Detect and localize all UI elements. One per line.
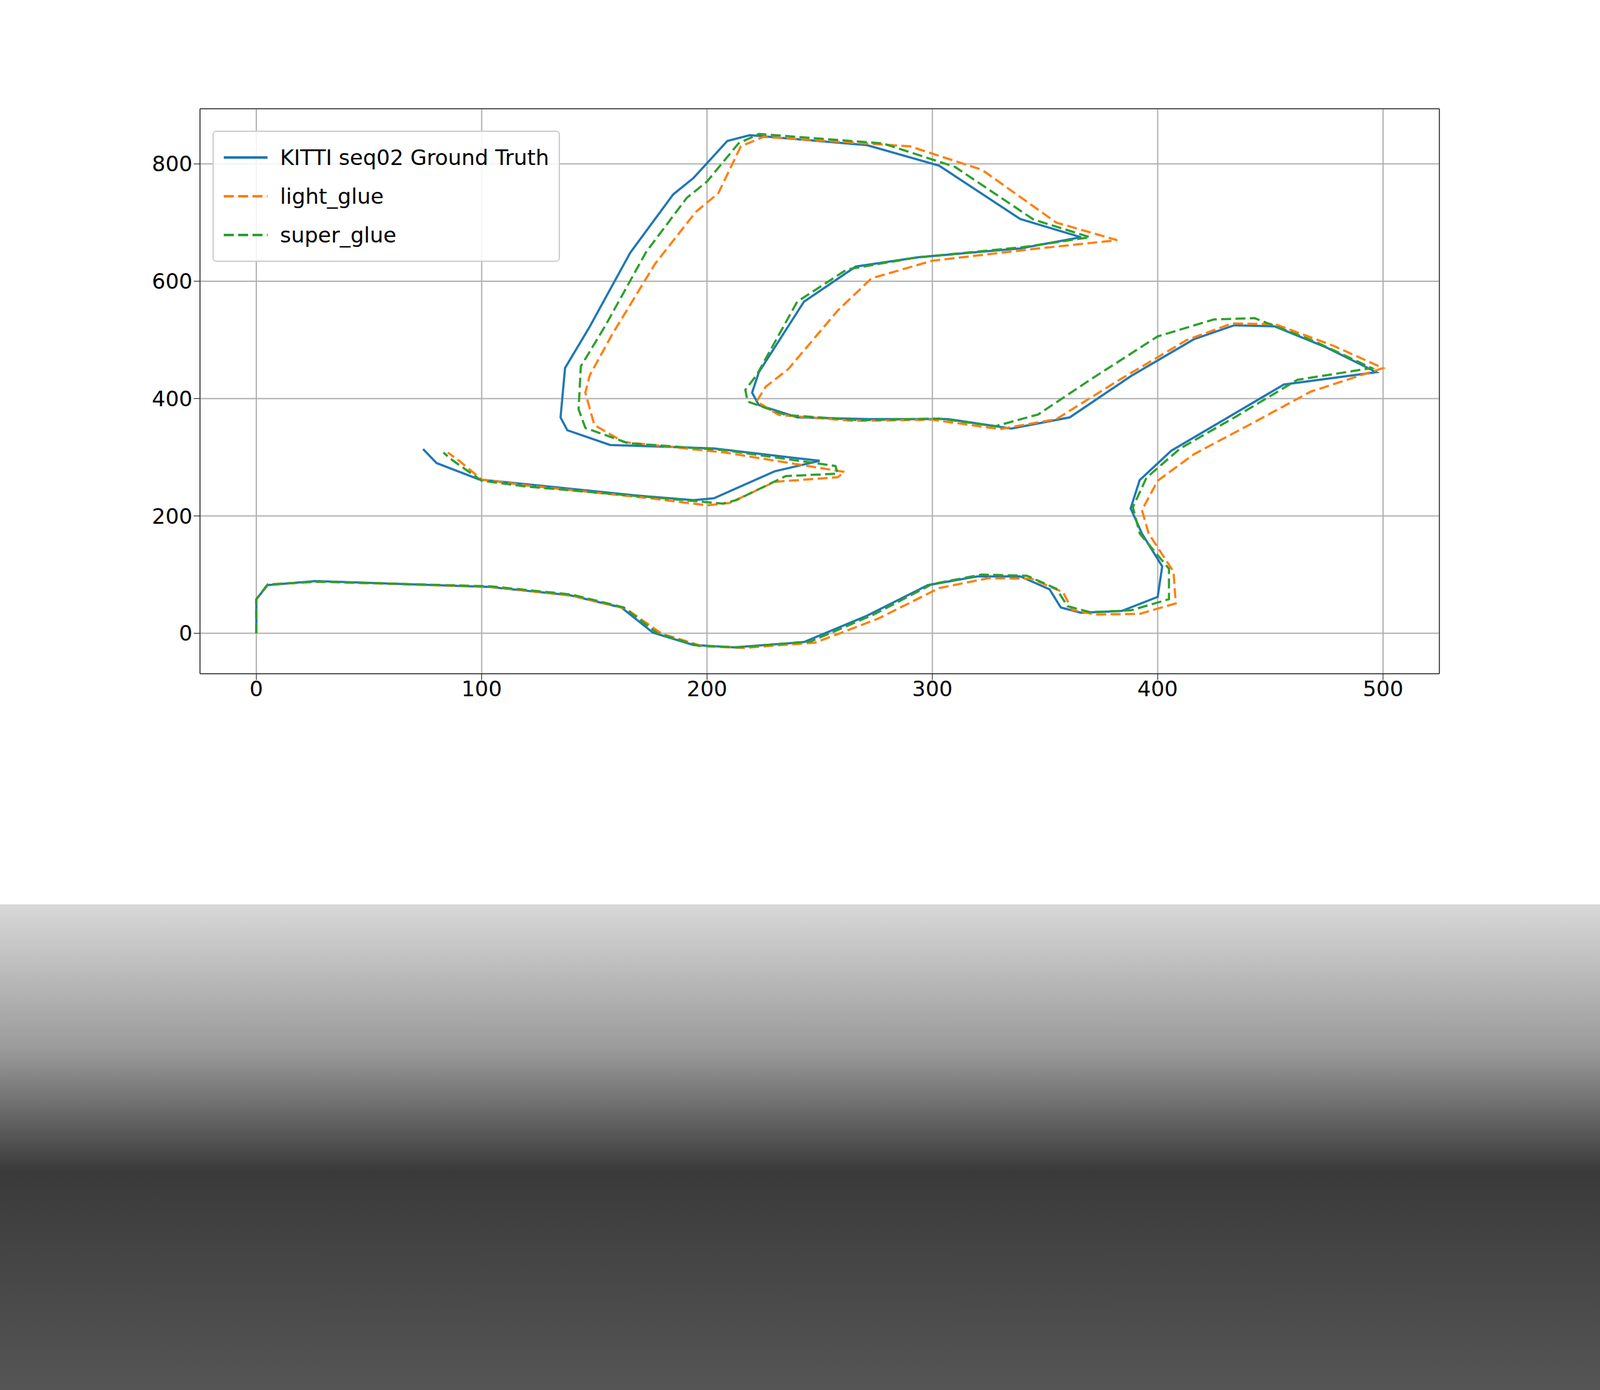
svg-text:600: 600 xyxy=(151,268,193,294)
html-text:light_glue: light_glue xyxy=(280,183,384,209)
svg-text:100: 100 xyxy=(461,676,502,702)
svg-text:400: 400 xyxy=(151,386,193,412)
html-text:KITTI seq02 Ground Truth: KITTI seq02 Ground Truth xyxy=(280,145,549,170)
svg-text:400: 400 xyxy=(1137,676,1179,702)
svg-text:300: 300 xyxy=(911,676,953,702)
svg-text:0: 0 xyxy=(178,620,193,646)
svg-text:200: 200 xyxy=(686,676,728,702)
html-text:super_glue: super_glue xyxy=(280,222,397,248)
svg-text:200: 200 xyxy=(151,503,193,529)
svg-text:800: 800 xyxy=(151,151,193,177)
svg-text:500: 500 xyxy=(1362,676,1404,702)
svg-text:0: 0 xyxy=(249,676,264,702)
